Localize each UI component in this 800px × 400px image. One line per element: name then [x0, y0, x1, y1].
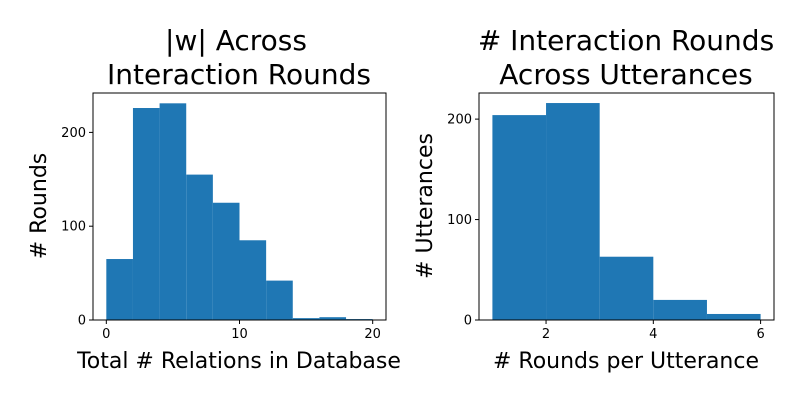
y-tick-label: 0 [78, 314, 86, 329]
y-axis-ticks: 0 100 200 [447, 113, 479, 329]
histogram-bar [106, 259, 133, 320]
histogram-bar [239, 240, 267, 320]
y-axis-label: # Utterances [413, 133, 438, 279]
chart-rounds-histogram: # Interaction Rounds Across Utterances 2… [413, 24, 775, 374]
histogram-bar [159, 103, 187, 321]
histogram-bar [212, 202, 240, 320]
x-tick-label: 6 [756, 327, 764, 342]
histogram-bar [319, 317, 347, 320]
x-tick-label: 20 [364, 327, 381, 342]
y-tick-label: 200 [447, 113, 472, 128]
chart-title-line-2: Across Utterances [499, 58, 752, 91]
x-tick-label: 4 [649, 327, 657, 342]
histogram-bars [106, 103, 373, 321]
histogram-bar [492, 115, 547, 320]
histogram-bars [492, 103, 761, 320]
histogram-bar [706, 313, 761, 320]
chart-title-line-2: Interaction Rounds [107, 58, 371, 91]
histogram-bar [186, 174, 213, 320]
chart-title-line-1: |w| Across [165, 24, 307, 57]
chart-title-line-1: # Interaction Rounds [478, 24, 774, 57]
y-tick-label: 200 [61, 126, 86, 141]
y-tick-label: 100 [61, 220, 86, 235]
x-axis-ticks: 2 4 6 [542, 320, 765, 342]
histogram-bar [292, 318, 320, 320]
x-axis-ticks: 0 10 20 [102, 320, 381, 342]
histogram-bar [132, 108, 160, 320]
y-tick-label: 100 [447, 213, 472, 228]
y-tick-label: 0 [464, 314, 472, 329]
histogram-bar [653, 299, 707, 320]
x-axis-label: # Rounds per Utterance [493, 349, 759, 374]
histogram-bar [266, 280, 293, 320]
chart-relations-histogram: |w| Across Interaction Rounds 0 10 20 0 100… [27, 24, 401, 374]
y-axis-label: # Rounds [27, 153, 52, 260]
histogram-bar [599, 256, 654, 320]
plot-frame [478, 92, 775, 321]
histogram-bar [546, 103, 600, 320]
x-tick-label: 0 [102, 327, 110, 342]
x-axis-label: Total # Relations in Database [76, 349, 401, 374]
y-axis-ticks: 0 100 200 [61, 126, 93, 329]
x-tick-label: 10 [231, 327, 248, 342]
x-tick-label: 2 [542, 327, 550, 342]
